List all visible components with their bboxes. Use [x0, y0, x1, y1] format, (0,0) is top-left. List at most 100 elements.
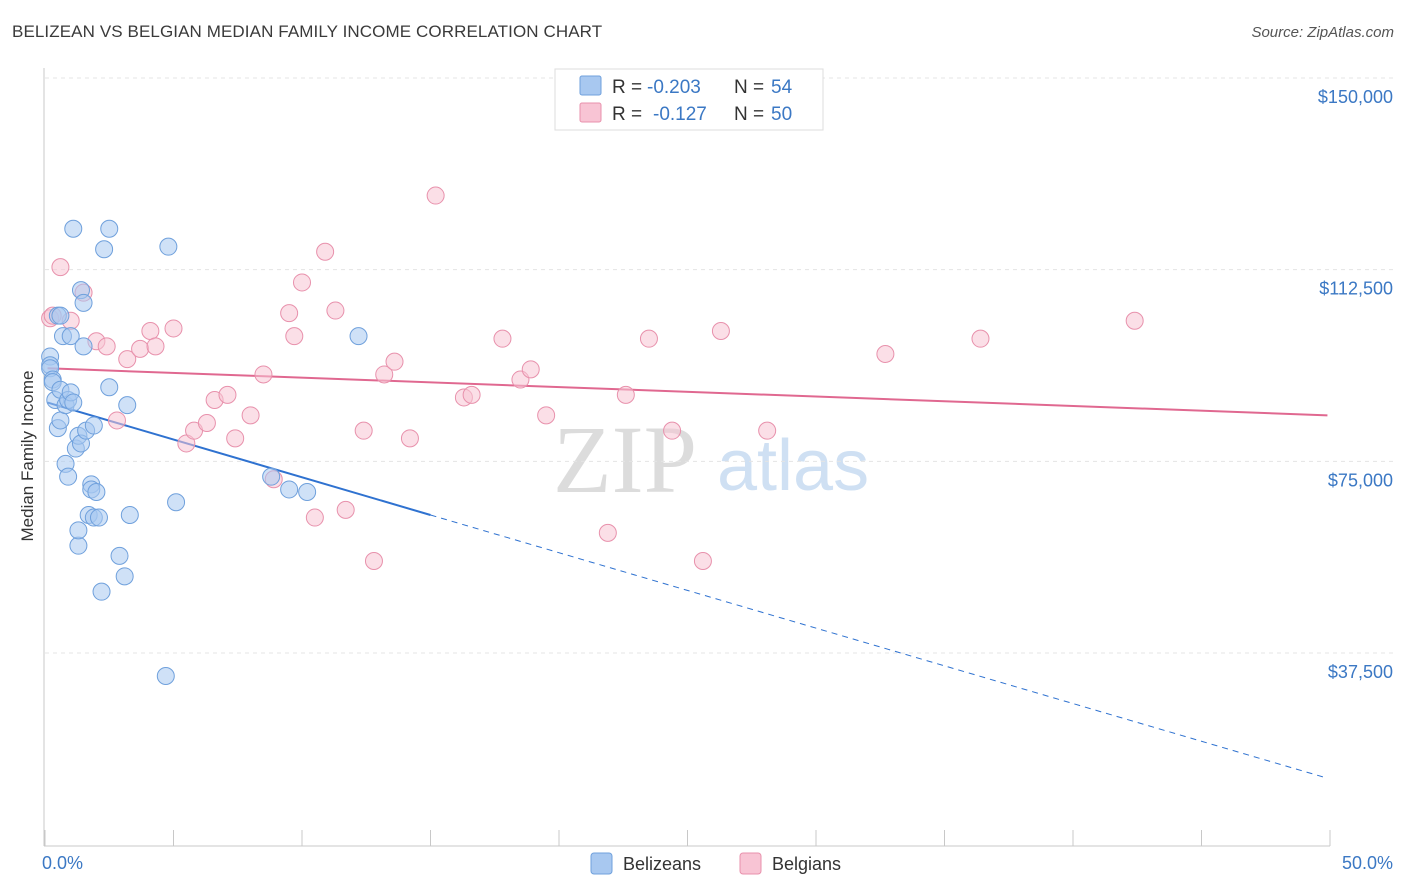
data-point-belizeans: [115, 567, 134, 586]
data-point-belgians: [693, 552, 712, 570]
y-tick-label: $112,500: [1319, 279, 1393, 299]
data-point-belizeans: [95, 240, 114, 259]
data-point-belizeans: [51, 411, 70, 430]
data-point-belizeans: [159, 237, 178, 256]
y-tick-label: $37,500: [1328, 662, 1393, 682]
legend-r-label: R =: [612, 104, 642, 125]
watermark: ZIP atlas: [553, 406, 869, 513]
data-point-belgians: [336, 500, 355, 519]
data-point-belgians: [164, 319, 183, 338]
data-point-belgians: [280, 304, 299, 323]
data-point-belgians: [218, 385, 237, 404]
data-point-belgians: [598, 523, 617, 542]
data-point-belgians: [146, 337, 165, 356]
data-point-belgians: [639, 329, 658, 348]
data-point-belgians: [285, 327, 304, 346]
data-point-belgians: [97, 337, 116, 356]
data-point-belizeans: [69, 536, 88, 555]
legend-n-value-belgians: 50: [771, 104, 792, 125]
data-point-belizeans: [64, 393, 83, 412]
series-belgians: [41, 186, 1144, 570]
data-point-belgians: [141, 322, 160, 340]
legend: R = -0.203 N = 54 R = -0.127 N = 50: [554, 68, 824, 131]
data-point-belgians: [131, 339, 150, 358]
y-tick-labels: $37,500 $75,000 $112,500 $150,000: [1318, 87, 1393, 682]
legend-n-label: N =: [734, 77, 764, 98]
legend-r-value-belizeans: -0.203: [647, 77, 701, 98]
data-point-belgians: [51, 258, 70, 277]
data-point-belizeans: [110, 546, 129, 565]
x-tick-label-min: 0.0%: [42, 853, 83, 873]
trend-line-belizeans: [47, 401, 431, 516]
data-point-belgians: [521, 360, 540, 379]
watermark-atlas: atlas: [717, 426, 869, 506]
bottom-legend-label-belgians: Belgians: [772, 854, 841, 874]
legend-r-label: R =: [612, 77, 642, 98]
bottom-legend-swatch-belizeans: [590, 852, 613, 875]
data-point-belgians: [426, 186, 445, 205]
data-point-belgians: [400, 429, 419, 448]
data-point-belizeans: [298, 483, 317, 501]
data-point-belgians: [758, 421, 777, 440]
data-point-belizeans: [100, 378, 119, 397]
bottom-legend-label-belizeans: Belizeans: [623, 854, 701, 874]
data-point-belgians: [316, 242, 335, 261]
data-point-belizeans: [69, 521, 88, 540]
data-point-belgians: [241, 406, 260, 425]
data-point-belizeans: [51, 306, 70, 325]
data-point-belizeans: [92, 582, 111, 601]
data-point-belizeans: [64, 219, 83, 238]
data-point-belizeans: [74, 337, 93, 356]
legend-swatch-belizeans: [579, 75, 602, 96]
data-point-belizeans: [61, 327, 80, 346]
data-point-belizeans: [120, 506, 139, 524]
x-tick-label-max: 50.0%: [1342, 853, 1393, 873]
data-point-belgians: [462, 385, 481, 404]
y-tick-label: $150,000: [1318, 87, 1393, 107]
data-point-belgians: [876, 345, 895, 363]
legend-n-value-belizeans: 54: [771, 77, 793, 98]
bottom-legend-swatch-belgians: [739, 852, 762, 875]
data-point-belizeans: [156, 667, 175, 685]
data-point-belizeans: [84, 416, 103, 435]
data-point-belgians: [364, 552, 383, 570]
bottom-legend: Belizeans Belgians: [590, 852, 841, 875]
chart-title: BELIZEAN VS BELGIAN MEDIAN FAMILY INCOME…: [12, 22, 603, 41]
data-point-belizeans: [59, 467, 78, 486]
data-point-belgians: [226, 429, 245, 448]
data-point-belizeans: [280, 480, 299, 499]
data-point-belgians: [375, 365, 394, 384]
data-point-belizeans: [167, 493, 186, 512]
data-point-belgians: [305, 508, 324, 527]
grid-lines: [45, 77, 1393, 654]
legend-swatch-belgians: [579, 102, 602, 123]
legend-r-value-belgians: -0.127: [653, 104, 707, 125]
data-point-belgians: [711, 322, 730, 340]
data-point-belgians: [326, 301, 345, 320]
y-axis-title: Median Family Income: [18, 370, 37, 541]
x-axis-ticks: [44, 830, 1331, 846]
data-point-belgians: [107, 411, 126, 430]
source-label: Source: ZipAtlas.com: [1251, 24, 1394, 41]
data-point-belgians: [616, 385, 635, 404]
data-point-belizeans: [87, 483, 106, 501]
data-point-belizeans: [74, 293, 93, 312]
data-point-belgians: [197, 414, 216, 432]
data-point-belgians: [118, 350, 137, 369]
data-point-belgians: [254, 365, 273, 384]
trend-line-belizeans-extrapolated: [430, 514, 1328, 779]
data-point-belgians: [493, 329, 512, 348]
data-point-belgians: [537, 406, 556, 425]
data-point-belgians: [385, 352, 404, 371]
data-point-belizeans: [89, 508, 108, 527]
data-point-belizeans: [118, 396, 137, 415]
y-tick-label: $75,000: [1328, 470, 1393, 490]
data-point-belgians: [354, 421, 373, 440]
data-point-belgians: [1125, 311, 1144, 330]
watermark-zip: ZIP: [553, 406, 697, 513]
data-point-belgians: [293, 273, 311, 292]
data-point-belgians: [663, 421, 682, 440]
legend-n-label: N =: [734, 104, 764, 125]
data-point-belizeans: [262, 467, 281, 486]
